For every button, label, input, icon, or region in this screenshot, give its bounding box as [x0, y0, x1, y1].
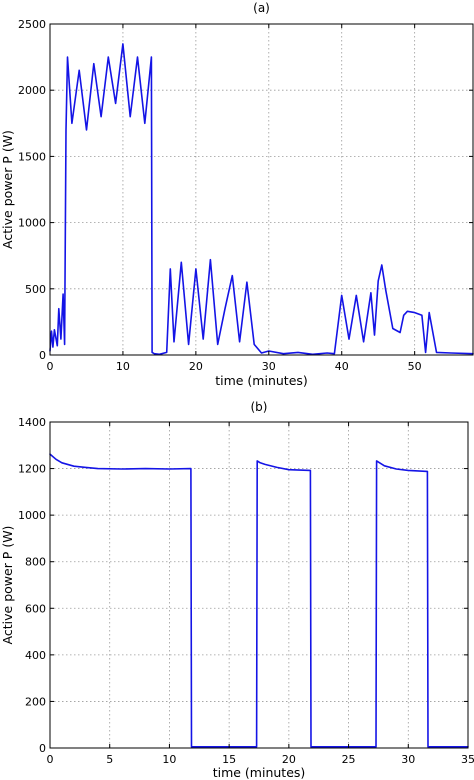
plot-frame — [49, 421, 469, 749]
x-axis-title: time (minutes) — [215, 373, 308, 388]
x-tick-label: 25 — [342, 753, 356, 766]
y-tick-label: 800 — [25, 556, 46, 569]
x-tick-label: 35 — [461, 753, 474, 766]
x-tick-label: 0 — [47, 753, 54, 766]
y-tick-label: 400 — [25, 649, 46, 662]
x-tick-label: 20 — [282, 753, 296, 766]
y-axis-title: Active power P (W) — [0, 130, 15, 249]
panel-title: (b) — [251, 400, 268, 414]
y-tick-label: 200 — [25, 695, 46, 708]
power-series-line — [49, 453, 469, 748]
y-tick-label: 0 — [39, 742, 46, 755]
x-tick-label: 40 — [335, 360, 349, 373]
x-tick-label: 5 — [106, 753, 113, 766]
x-axis-title: time (minutes) — [213, 765, 306, 780]
y-tick-label: 500 — [25, 283, 46, 296]
x-tick-label: 15 — [222, 753, 236, 766]
y-tick-label: 1500 — [18, 150, 46, 163]
y-tick-label: 0 — [39, 349, 46, 362]
y-axis-title: Active power P (W) — [0, 526, 15, 645]
x-tick-label: 30 — [401, 753, 415, 766]
chart-panel-b: 0 5 10 15 20 25 30 35 0 200 400 600 800 1000 1200 1400 (… — [0, 400, 474, 780]
panel-title: (a) — [253, 1, 270, 15]
y-tick-label: 2000 — [18, 84, 46, 97]
x-tick-label: 10 — [116, 360, 130, 373]
y-tick-label: 600 — [25, 602, 46, 615]
x-tick-label: 30 — [262, 360, 276, 373]
x-tick-label: 50 — [408, 360, 422, 373]
x-tick-label: 0 — [47, 360, 54, 373]
y-tick-label: 1200 — [18, 463, 46, 476]
y-tick-label: 1000 — [18, 509, 46, 522]
y-tick-label: 1000 — [18, 217, 46, 230]
x-tick-label: 10 — [162, 753, 176, 766]
plot-frame — [49, 23, 474, 356]
x-tick-label: 20 — [189, 360, 203, 373]
power-series-line — [49, 43, 474, 356]
y-tick-label: 1400 — [18, 416, 46, 429]
y-tick-label: 2500 — [18, 18, 46, 31]
